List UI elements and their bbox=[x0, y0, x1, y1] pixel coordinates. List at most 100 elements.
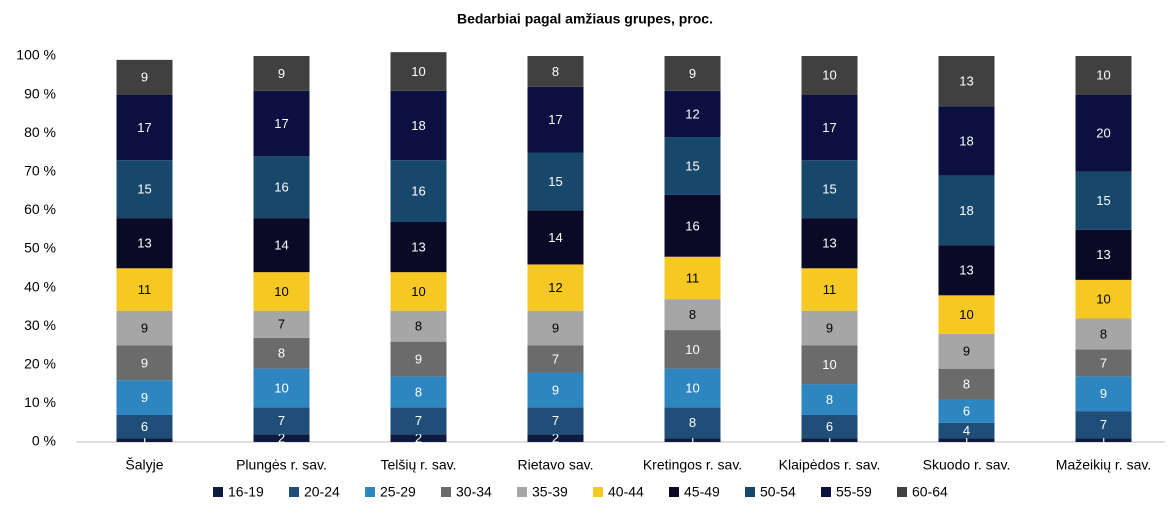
bar-segment bbox=[390, 160, 447, 222]
legend-label: 60-64 bbox=[912, 484, 948, 500]
legend-label: 30-34 bbox=[456, 484, 492, 500]
data-label: 15 bbox=[685, 158, 699, 173]
data-label: 10 bbox=[959, 307, 973, 322]
bar-segment bbox=[253, 310, 310, 338]
bar-segment bbox=[664, 256, 721, 300]
y-tick-label: 0 % bbox=[32, 433, 56, 449]
bar-segment bbox=[116, 218, 173, 269]
bar-segment bbox=[390, 376, 447, 408]
bar-segment bbox=[390, 341, 447, 377]
bar-segment bbox=[664, 56, 721, 91]
bar-segment bbox=[1075, 349, 1132, 377]
data-label: 1 bbox=[963, 433, 970, 448]
bar-segment bbox=[116, 380, 173, 415]
data-label: 1 bbox=[689, 433, 696, 448]
data-label: 7 bbox=[415, 413, 422, 428]
bar-segment bbox=[1075, 171, 1132, 230]
bar-segment bbox=[938, 333, 995, 369]
bar-segment bbox=[253, 337, 310, 369]
bar-segment bbox=[938, 245, 995, 296]
data-label: 10 bbox=[685, 342, 699, 357]
data-label: 9 bbox=[278, 66, 285, 81]
legend-label: 35-39 bbox=[532, 484, 568, 500]
data-label: 9 bbox=[141, 321, 148, 336]
data-label: 12 bbox=[548, 280, 562, 295]
bar-segment bbox=[116, 310, 173, 346]
bar-segment bbox=[116, 94, 173, 161]
data-label: 1 bbox=[141, 433, 148, 448]
legend-label: 16-19 bbox=[228, 484, 264, 500]
bar-segment bbox=[664, 330, 721, 369]
legend-swatch bbox=[213, 487, 223, 497]
data-label: 9 bbox=[1100, 386, 1107, 401]
bar-segment bbox=[116, 59, 173, 95]
data-label: 13 bbox=[411, 240, 425, 255]
x-tick-label: Telšių r. sav. bbox=[381, 457, 457, 473]
bar-segment bbox=[1075, 438, 1132, 442]
bar-segment bbox=[253, 272, 310, 311]
data-label: 9 bbox=[141, 70, 148, 85]
bar-segment bbox=[1075, 376, 1132, 412]
bar-segment bbox=[116, 345, 173, 381]
bar-segment bbox=[390, 52, 447, 91]
legend-swatch bbox=[365, 487, 375, 497]
bar-segment bbox=[390, 90, 447, 161]
bar-segment bbox=[390, 407, 447, 435]
legend-swatch bbox=[517, 487, 527, 497]
data-label: 1 bbox=[1100, 433, 1107, 448]
data-label: 10 bbox=[1096, 68, 1110, 83]
bar-segment bbox=[1075, 94, 1132, 172]
data-label: 14 bbox=[548, 230, 562, 245]
data-label: 13 bbox=[137, 236, 151, 251]
legend-swatch bbox=[897, 487, 907, 497]
x-tick-label: Plungės r. sav. bbox=[236, 457, 327, 473]
data-label: 8 bbox=[689, 307, 696, 322]
data-label: 16 bbox=[411, 184, 425, 199]
x-tick-label: Rietavo sav. bbox=[518, 457, 594, 473]
data-label: 13 bbox=[822, 236, 836, 251]
bar-segment bbox=[801, 218, 858, 269]
data-label: 15 bbox=[137, 182, 151, 197]
data-label: 18 bbox=[959, 133, 973, 148]
y-tick-label: 70 % bbox=[24, 163, 56, 179]
data-label: 13 bbox=[1096, 247, 1110, 262]
bar-segment bbox=[938, 56, 995, 107]
bar-segment bbox=[527, 372, 584, 408]
bar-segment bbox=[527, 345, 584, 373]
data-label: 10 bbox=[685, 380, 699, 395]
bar-segment bbox=[801, 345, 858, 385]
data-label: 8 bbox=[963, 377, 970, 392]
bar-segment bbox=[801, 160, 858, 219]
bar-segment bbox=[938, 438, 995, 442]
data-label: 8 bbox=[826, 392, 833, 407]
data-label: 16 bbox=[274, 180, 288, 195]
bar-segment bbox=[253, 156, 310, 219]
bar-segment bbox=[664, 299, 721, 331]
legend-swatch bbox=[441, 487, 451, 497]
bar-segment bbox=[253, 218, 310, 273]
x-tick-label: Klaipėdos r. sav. bbox=[779, 457, 881, 473]
bar-segment bbox=[664, 438, 721, 442]
bar-segment bbox=[938, 399, 995, 423]
legend-label: 25-29 bbox=[380, 484, 416, 500]
data-label: 9 bbox=[141, 355, 148, 370]
bar-segment bbox=[938, 106, 995, 176]
data-label: 9 bbox=[826, 321, 833, 336]
bar-segment bbox=[527, 210, 584, 265]
bar-segment bbox=[664, 368, 721, 408]
y-tick-label: 10 % bbox=[24, 394, 56, 410]
legend-label: 45-49 bbox=[684, 484, 720, 500]
data-label: 13 bbox=[959, 263, 973, 278]
data-label: 2 bbox=[415, 431, 422, 446]
data-label: 9 bbox=[689, 66, 696, 81]
data-label: 7 bbox=[1100, 355, 1107, 370]
data-label: 9 bbox=[963, 344, 970, 359]
legend-swatch bbox=[821, 487, 831, 497]
data-label: 8 bbox=[278, 346, 285, 361]
data-label: 8 bbox=[552, 64, 559, 79]
bar-segment bbox=[390, 272, 447, 311]
bar-segment bbox=[664, 90, 721, 138]
data-label: 7 bbox=[552, 351, 559, 366]
legend-swatch bbox=[289, 487, 299, 497]
data-label: 10 bbox=[411, 64, 425, 79]
